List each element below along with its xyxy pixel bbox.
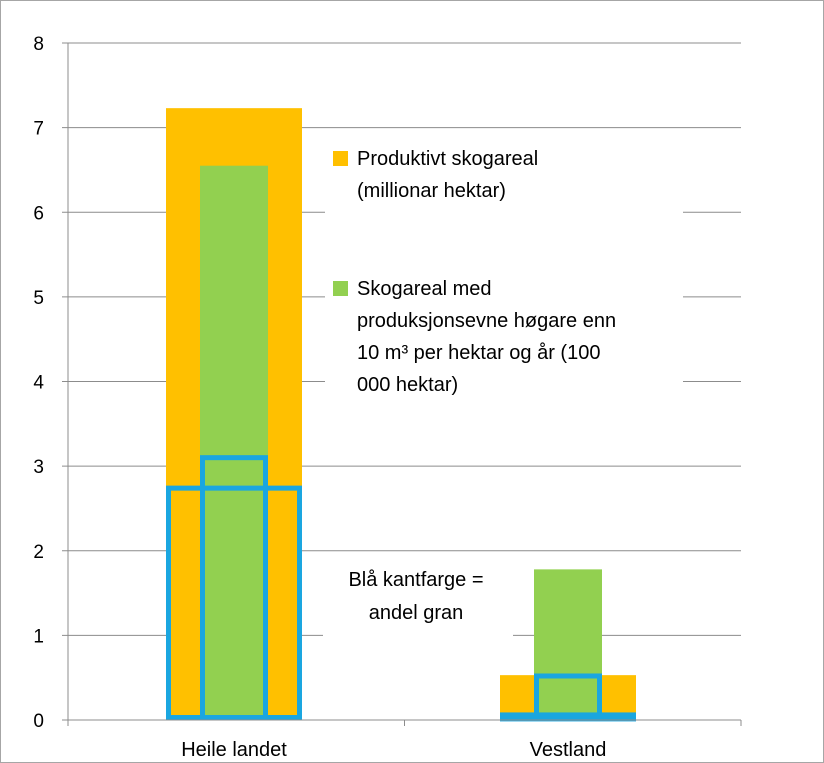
outline-vestland-series-2: [534, 673, 602, 720]
outline-heile-landet-series-2: [200, 455, 268, 720]
annotation: Blå kantfarge = andel gran: [323, 560, 513, 636]
y-tick-label-3: 3: [33, 457, 44, 478]
legend-label-series-2-line-4: 000 hektar): [357, 374, 458, 396]
legend-background: [325, 138, 683, 410]
bars: [166, 108, 636, 722]
y-tick-label-7: 7: [33, 119, 44, 140]
legend-label-series-2-line-1: Skogareal med: [357, 278, 492, 300]
annotation-line-1: Blå kantfarge =: [348, 569, 483, 591]
annotation-background: [323, 560, 513, 636]
y-tick-label-8: 8: [33, 34, 44, 55]
x-tick-label-vestland: Vestland: [530, 739, 607, 761]
bar-heile-landet-series-2: [200, 165, 268, 721]
y-tick-label-2: 2: [33, 542, 44, 563]
legend-swatch-series-1: [333, 151, 348, 166]
legend-label-series-2-line-2: produksjonsevne høgare enn: [357, 310, 616, 332]
axes: 0 1 2 3 4 5 6 7 8 Heile landet Vestland: [33, 34, 742, 761]
legend-label-series-2-line-3: 10 m³ per hektar og år (100: [357, 342, 600, 364]
annotation-line-2: andel gran: [369, 602, 464, 624]
bar-vestland-series-2: [534, 569, 602, 720]
y-tick-label-6: 6: [33, 203, 44, 224]
x-tick-label-heile-landet: Heile landet: [181, 739, 287, 761]
legend: Produktivt skogareal (millionar hektar) Sk…: [325, 138, 683, 410]
legend-label-series-1-line-1: Produktivt skogareal: [357, 148, 538, 170]
legend-label-series-1-line-2: (millionar hektar): [357, 180, 506, 202]
y-tick-label-1: 1: [33, 626, 44, 647]
y-tick-label-0: 0: [33, 711, 44, 732]
y-tick-label-5: 5: [33, 288, 44, 309]
legend-swatch-series-2: [333, 281, 348, 296]
y-tick-label-4: 4: [33, 373, 44, 394]
